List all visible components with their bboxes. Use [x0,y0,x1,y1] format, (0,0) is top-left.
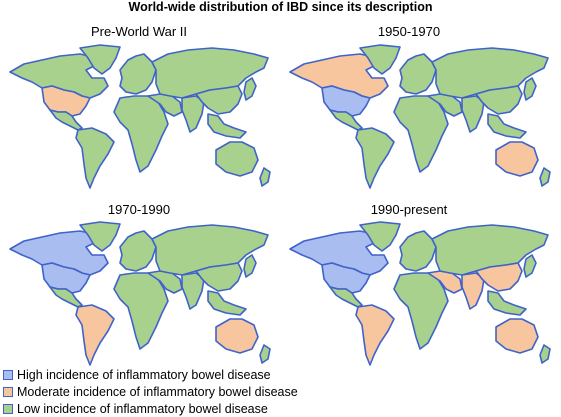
region-europe [119,230,157,272]
region-south-america [75,304,115,366]
region-japan [523,254,537,278]
region-china [195,85,243,115]
region-japan [523,77,537,101]
legend-swatch-moderate [3,386,13,397]
legend-swatch-high [3,369,13,380]
world-map-1990-present [289,221,551,366]
region-europe [119,53,157,95]
world-map-1950-1970 [289,44,551,189]
region-new-zealand [259,167,271,187]
legend-item-low: Low incidence of inflammatory bowel dise… [3,400,298,417]
region-china [195,262,243,292]
region-africa [113,95,169,173]
region-greenland [79,221,121,252]
region-greenland [79,44,121,75]
region-asia [431,224,549,276]
region-australia [495,318,539,354]
legend-swatch-low [3,403,13,414]
world-map-pre-ww2 [9,44,271,189]
legend-label-moderate: Moderate incidence of inflammatory bowel… [17,384,298,399]
region-asia [151,224,269,276]
panel-label-1950-1970: 1950-1970 [377,24,441,39]
panel-label-pre-ww2: Pre-World War II [90,24,188,39]
panel-label-1970-1990: 1970-1990 [107,202,171,217]
legend: High incidence of inflammatory bowel dis… [3,366,298,417]
legend-label-low: Low incidence of inflammatory bowel dise… [17,401,268,416]
region-new-zealand [539,167,551,187]
region-south-america [355,304,395,366]
region-southeast-asia [207,113,247,139]
figure-title: World-wide distribution of IBD since its… [128,0,433,14]
region-latin-america [49,109,83,131]
region-asia [431,47,549,99]
region-latin-america [329,109,363,131]
region-southeast-asia [207,290,247,316]
legend-label-high: High incidence of inflammatory bowel dis… [17,367,271,382]
panel-label-1990-present: 1990-present [370,202,448,217]
region-latin-america [329,286,363,308]
region-greenland [359,44,401,75]
region-australia [215,318,259,354]
region-new-zealand [539,344,551,364]
region-new-zealand [259,344,271,364]
region-africa [393,272,449,350]
region-australia [215,141,259,177]
region-southeast-asia [487,290,527,316]
legend-item-high: High incidence of inflammatory bowel dis… [3,366,298,383]
region-south-america [355,127,395,189]
region-japan [243,77,257,101]
region-latin-america [49,286,83,308]
region-asia [151,47,269,99]
region-africa [113,272,169,350]
region-africa [393,95,449,173]
region-europe [399,230,437,272]
region-southeast-asia [487,113,527,139]
world-map-1970-1990 [9,221,271,366]
region-china [475,85,523,115]
region-greenland [359,221,401,252]
region-europe [399,53,437,95]
legend-item-moderate: Moderate incidence of inflammatory bowel… [3,383,298,400]
region-south-america [75,127,115,189]
region-japan [243,254,257,278]
region-china [475,262,523,292]
region-australia [495,141,539,177]
